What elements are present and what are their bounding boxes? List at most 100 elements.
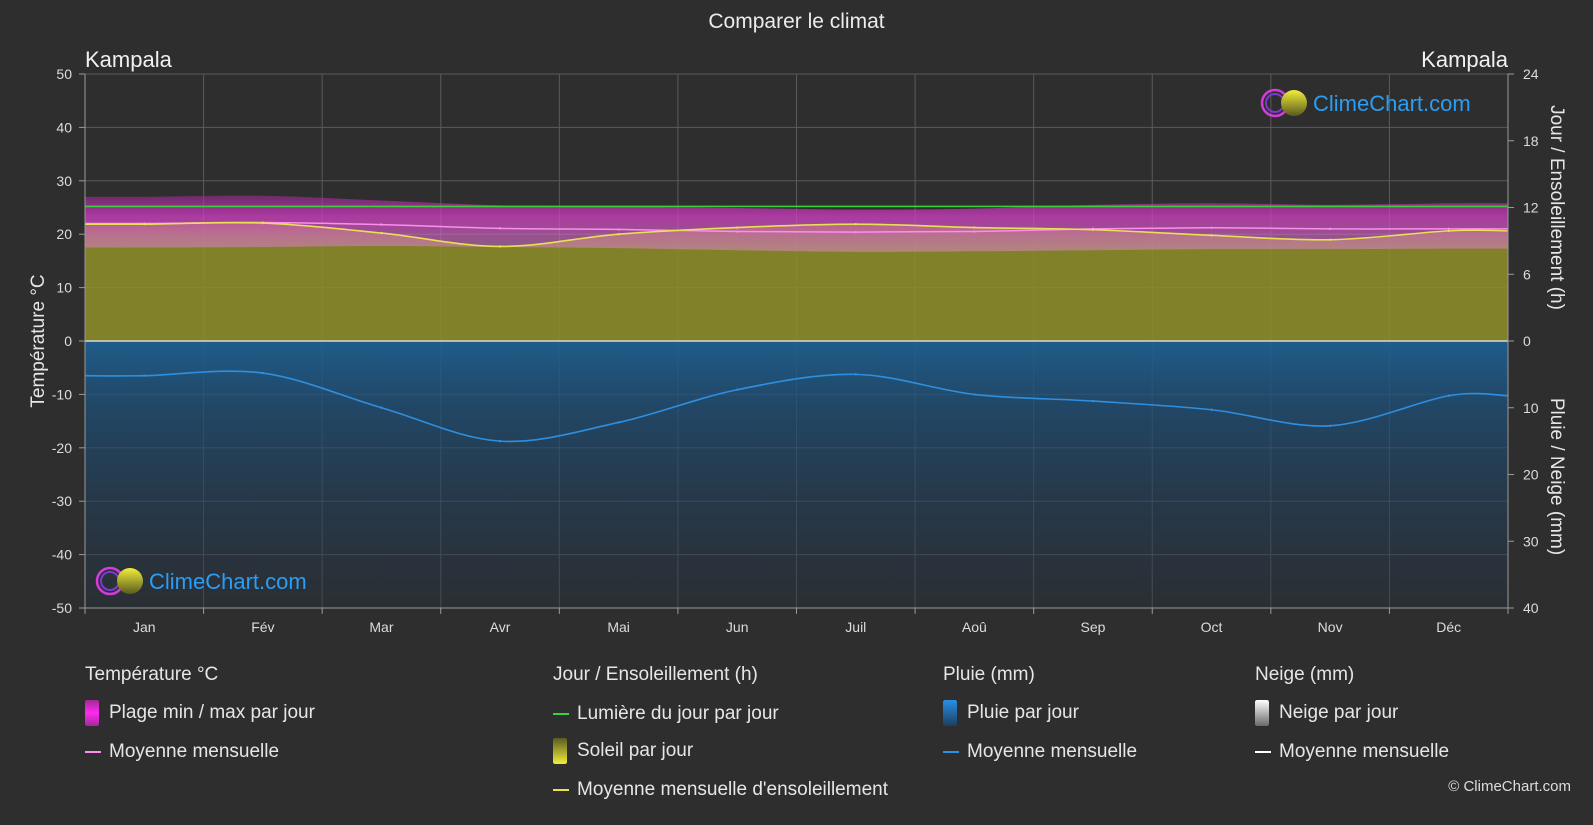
data-point [1328, 238, 1332, 241]
x-tick-label: Mar [369, 619, 393, 635]
data-point [736, 388, 739, 391]
legend-snow: Neige par jour [1255, 700, 1398, 726]
right-tick-label-mm: 20 [1523, 467, 1539, 483]
legend-label: Plage min / max par jour [109, 702, 315, 723]
legend-sunshine-mean: Moyenne mensuelle d'ensoleillement [553, 779, 888, 801]
right-tick-label-mm: 10 [1523, 400, 1539, 416]
data-point [973, 226, 976, 229]
legend-label: Moyenne mensuelle d'ensoleillement [577, 779, 888, 800]
legend-sunshine: Soleil par jour [553, 738, 693, 764]
right-tick-label-hours: 0 [1523, 333, 1531, 349]
data-point [854, 230, 857, 234]
right-tick-label-hours: 12 [1523, 200, 1539, 216]
left-tick-label: 20 [56, 226, 72, 242]
rain-mean-line [85, 370, 1508, 443]
copyright: © ClimeChart.com [1448, 778, 1571, 795]
x-tick-label: Avr [490, 619, 511, 635]
data-point [736, 226, 739, 229]
temp-range-swatch-icon [85, 700, 99, 726]
data-point [1447, 394, 1450, 397]
data-point [973, 393, 976, 396]
left-tick-label: -10 [52, 386, 72, 402]
data-point [261, 371, 265, 375]
chart-title: Comparer le climat [708, 10, 885, 33]
data-point [143, 374, 146, 377]
watermark-text-top: ClimeChart.com [1313, 91, 1471, 116]
data-point [1447, 229, 1450, 233]
data-point [143, 222, 146, 226]
snow-mean-line-icon [1255, 751, 1271, 753]
sunshine-mean-line-icon [553, 789, 569, 791]
data-point [1210, 226, 1213, 229]
data-point [1447, 227, 1450, 231]
data-point [498, 245, 502, 248]
x-tick-label: Juil [845, 619, 866, 635]
left-tick-label: 10 [56, 280, 72, 296]
legend-temp-mean: Moyenne mensuelle [85, 741, 279, 763]
left-tick-label: 0 [64, 333, 72, 349]
data-point [1210, 234, 1213, 237]
legend-rain-mean: Moyenne mensuelle [943, 741, 1137, 763]
right-tick-label-hours: 18 [1523, 133, 1539, 149]
data-point [854, 373, 857, 376]
rain-mean-line-icon [943, 751, 959, 753]
data-point [1210, 408, 1213, 411]
data-point [617, 421, 620, 424]
legend-label: Moyenne mensuelle [109, 741, 280, 762]
temp-mean-line [85, 221, 1508, 233]
data-point [1091, 399, 1095, 403]
x-tick-label: Aoû [962, 619, 987, 635]
legend-title-temperature: Température °C [85, 664, 219, 685]
left-tick-label: 30 [56, 173, 72, 189]
watermark-text-bottom: ClimeChart.com [149, 569, 307, 594]
data-point [973, 230, 976, 233]
legend-title-sunshine: Jour / Ensoleillement (h) [553, 664, 758, 685]
data-point [617, 228, 620, 231]
plot-area [85, 195, 1508, 608]
axes: 50 40 30 20 10 0 -10 -20 -30 -40 -50 24 18 12 6 0 10 20 30… [28, 66, 1567, 635]
watermark-logo-bottom: ClimeChart.com [95, 566, 307, 596]
left-tick-label: -50 [52, 600, 72, 616]
left-tick-label: -20 [52, 440, 72, 456]
data-point [854, 222, 857, 226]
left-tick-label: -30 [52, 493, 72, 509]
legend-daylight: Lumière du jour par jour [553, 703, 779, 725]
legend-title-rain: Pluie (mm) [943, 664, 1035, 685]
temp-mean-line-icon [85, 751, 101, 753]
watermark-logo-top: ClimeChart.com [1260, 88, 1471, 118]
legend-label: Lumière du jour par jour [577, 703, 779, 724]
sunshine-swatch-icon [553, 738, 567, 764]
legend-rain: Pluie par jour [943, 700, 1079, 726]
data-point [498, 439, 502, 443]
right-tick-label-mm: 30 [1523, 533, 1539, 549]
legend-label: Moyenne mensuelle [1279, 741, 1450, 762]
data-point [380, 223, 383, 226]
x-tick-label: Oct [1201, 619, 1223, 635]
data-point [261, 221, 265, 225]
x-tick-label: Fév [251, 619, 274, 635]
left-tick-label: 40 [56, 119, 72, 135]
x-tick-label: Nov [1318, 619, 1343, 635]
data-point [498, 227, 502, 230]
right-tick-label-mm: 40 [1523, 600, 1539, 616]
y-axis-title-left: Température °C [28, 274, 49, 407]
y-axis-title-right-bottom: Pluie / Neige (mm) [1546, 398, 1567, 555]
city-right: Kampala [1421, 47, 1508, 72]
x-tick-label: Jan [133, 619, 156, 635]
right-tick-label-hours: 24 [1523, 66, 1539, 82]
legend-label: Moyenne mensuelle [967, 741, 1138, 762]
data-point [1328, 424, 1332, 427]
x-tick-label: Mai [607, 619, 630, 635]
sunshine-area [85, 222, 1508, 341]
left-tick-label: -40 [52, 547, 72, 563]
legend-snow-mean: Moyenne mensuelle [1255, 741, 1449, 763]
legend-label: Neige par jour [1279, 702, 1399, 723]
sunshine-mean-line [85, 221, 1508, 248]
temp-range-band [85, 195, 1508, 252]
data-point [617, 233, 620, 236]
y-axis-title-right-top: Jour / Ensoleillement (h) [1546, 105, 1567, 310]
legend-temp-range: Plage min / max par jour [85, 700, 315, 726]
x-tick-label: Déc [1436, 619, 1461, 635]
data-point [736, 230, 739, 233]
